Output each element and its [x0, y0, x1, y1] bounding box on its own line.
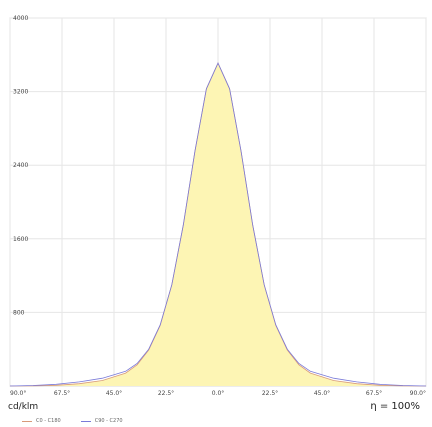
x-tick-label: 67.5°: [366, 390, 382, 397]
y-tick-label: 2400: [13, 162, 28, 169]
legend-swatch-c0-c180: [22, 420, 32, 422]
x-tick-label: 67.5°: [54, 390, 70, 397]
luminous-intensity-chart: 800 1600 2400 3200 4000 90.0° 67.5° 45.0° 22.5° 0…: [9, 15, 427, 397]
x-tick-label: 45.0°: [106, 390, 122, 397]
y-tick-label: 4000: [13, 15, 28, 22]
x-tick-label: 0.0°: [212, 390, 225, 397]
y-tick-label: 800: [13, 309, 25, 316]
series-area-0: [10, 63, 426, 386]
x-tick-label: 90.0°: [10, 390, 26, 397]
y-tick-label: 1600: [13, 236, 28, 243]
legend-label-c0-c180: C0 - C180: [36, 418, 61, 424]
unit-label: cd/klm: [8, 402, 39, 412]
y-tick-label: 3200: [13, 89, 28, 96]
x-tick-label: 90.0°: [410, 390, 426, 397]
legend-swatch-c90-c270: [80, 420, 91, 422]
legend-item-c90-c270: C90 - C270: [80, 418, 123, 424]
x-tick-label: 22.5°: [158, 390, 174, 397]
efficiency-label: η = 100%: [370, 401, 420, 412]
x-tick-label: 45.0°: [314, 390, 330, 397]
legend-item-c0-c180: C0 - C180: [22, 418, 61, 424]
legend-label-c90-c270: C90 - C270: [94, 418, 123, 424]
series-line-1: [9, 62, 427, 387]
x-tick-label: 22.5°: [262, 390, 278, 397]
legend: C0 - C180 C90 - C270: [22, 416, 143, 426]
